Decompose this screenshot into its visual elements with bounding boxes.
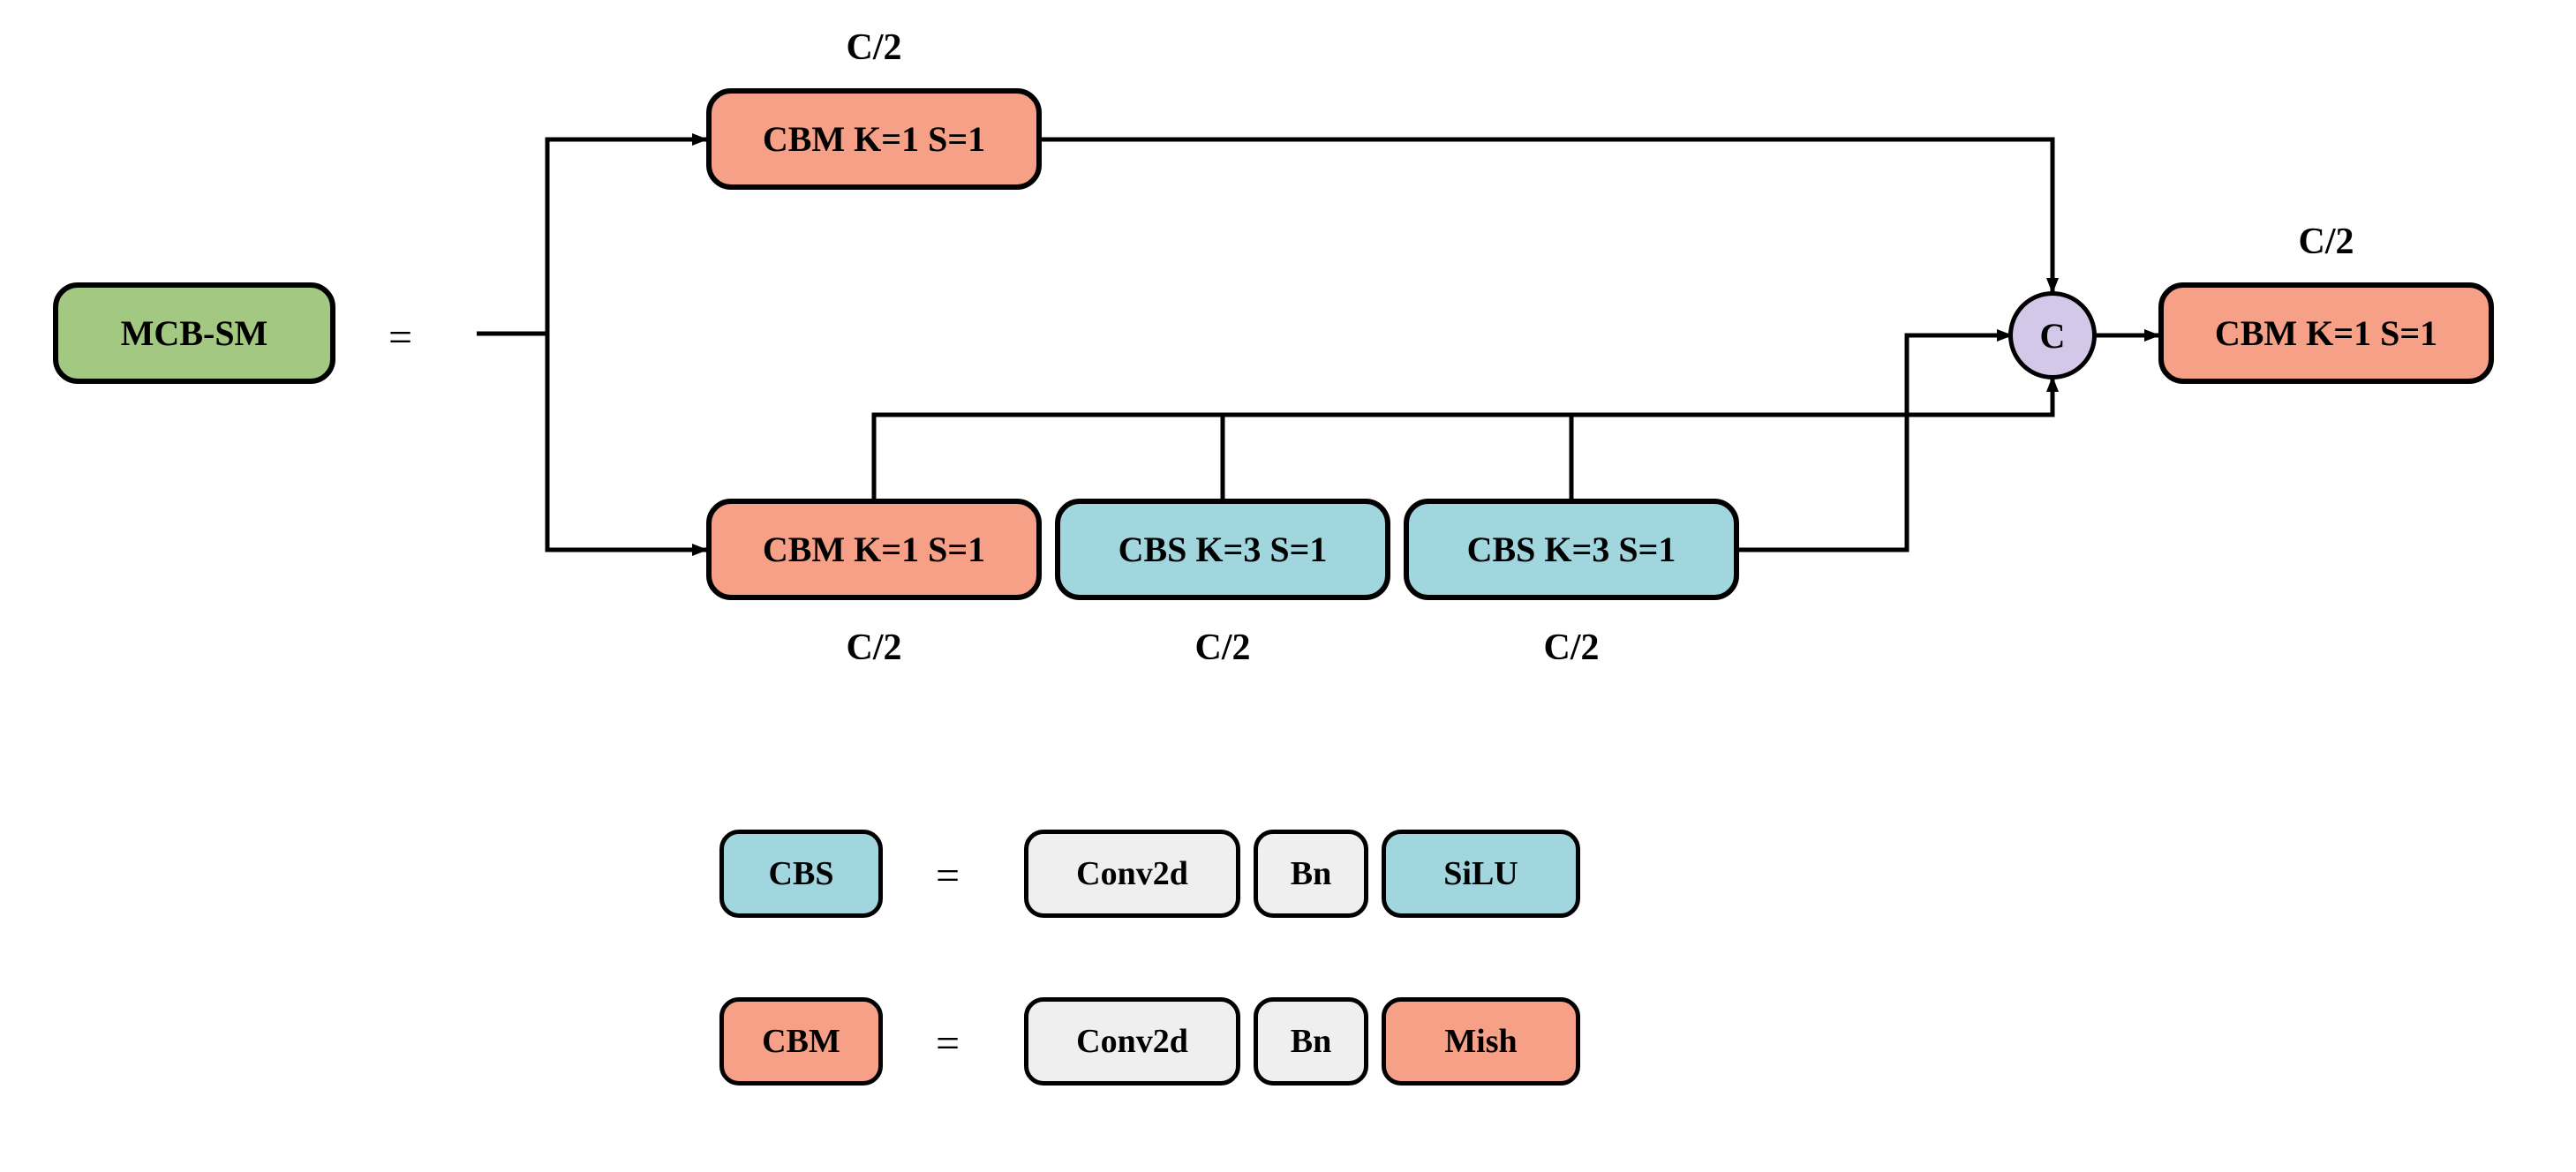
block-text: CBM K=1 S=1 [763,529,985,570]
block-mcbsm: MCB-SM [53,282,335,384]
label-out-cbm: C/2 [2282,221,2370,263]
block-text: Conv2d [1076,1022,1188,1061]
legend-cbm-act: Mish [1382,997,1580,1086]
legend-cbs-act: SiLU [1382,830,1580,918]
equals-main: = [388,313,412,362]
block-text: Mish [1444,1022,1517,1061]
legend-cbm-key: CBM [719,997,883,1086]
label-top-cbm: C/2 [830,26,918,69]
concat-circle: C [2008,291,2097,379]
block-text: CBS [769,854,834,893]
legend-cbm-eq: = [936,1019,960,1068]
block-out-cbm: CBM K=1 S=1 [2158,282,2494,384]
concat-text: C [2040,315,2066,357]
block-text: CBS K=3 S=1 [1119,529,1328,570]
legend-cbm-conv: Conv2d [1024,997,1240,1086]
block-text: MCB-SM [121,312,268,354]
block-text: CBM K=1 S=1 [763,118,985,160]
block-text: Bn [1291,1022,1331,1061]
legend-cbs-conv: Conv2d [1024,830,1240,918]
legend-cbs-bn: Bn [1254,830,1368,918]
block-bottom-cbm: CBM K=1 S=1 [706,499,1042,600]
block-text: CBM K=1 S=1 [2215,312,2437,354]
legend-cbm-bn: Bn [1254,997,1368,1086]
block-top-cbm: CBM K=1 S=1 [706,88,1042,190]
label-bottom-cbm: C/2 [830,627,918,669]
block-text: SiLU [1443,854,1518,893]
label-cbs-1: C/2 [1179,627,1267,669]
legend-cbs-eq: = [936,852,960,900]
block-cbs-2: CBS K=3 S=1 [1404,499,1739,600]
block-text: Bn [1291,854,1331,893]
block-text: Conv2d [1076,854,1188,893]
block-text: CBS K=3 S=1 [1467,529,1676,570]
block-cbs-1: CBS K=3 S=1 [1055,499,1390,600]
block-text: CBM [762,1022,840,1061]
label-cbs-2: C/2 [1527,627,1616,669]
legend-cbs-key: CBS [719,830,883,918]
